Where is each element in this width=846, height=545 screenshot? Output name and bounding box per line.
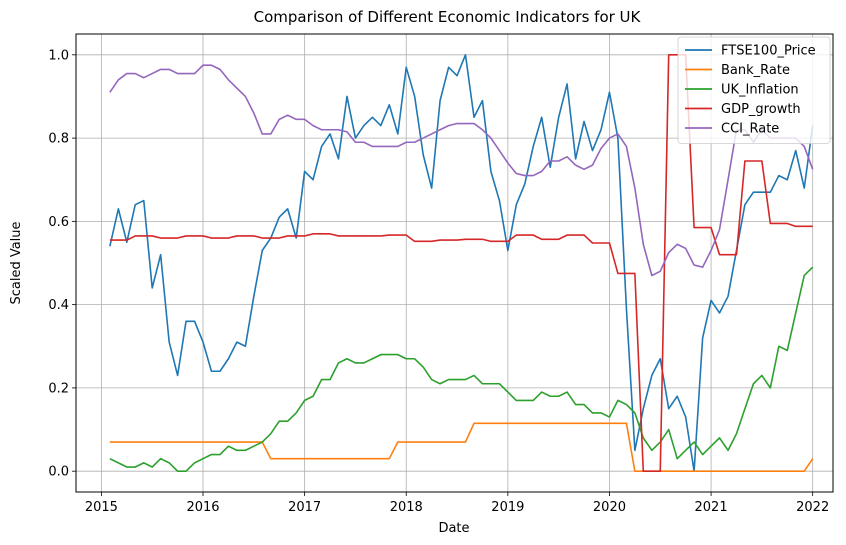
y-tick-label: 0.6 xyxy=(48,215,69,230)
y-axis-label: Scaled Value xyxy=(9,221,24,304)
legend-label: GDP_growth xyxy=(721,102,801,117)
x-tick-label: 2017 xyxy=(288,500,321,515)
y-tick-label: 0.0 xyxy=(48,465,69,480)
series-line-uk-inflation xyxy=(109,266,814,472)
plot-frame xyxy=(75,33,834,493)
axis-ticks: 2015 2016 2017 2018 2019 2020 2021 2022 0.0 0.2 0.… xyxy=(48,48,829,515)
legend-label: FTSE100_Price xyxy=(721,44,816,59)
legend-label: Bank_Rate xyxy=(721,63,790,78)
series-line-cci-rate xyxy=(109,64,814,277)
legend-label: CCI_Rate xyxy=(721,122,779,137)
series-line-ftse100-price xyxy=(109,54,814,472)
x-tick-label: 2021 xyxy=(695,500,728,515)
y-tick-label: 0.4 xyxy=(48,298,69,313)
x-tick-label: 2019 xyxy=(491,500,524,515)
x-tick-label: 2022 xyxy=(796,500,829,515)
x-tick-label: 2020 xyxy=(593,500,626,515)
x-axis-label: Date xyxy=(438,521,469,536)
series-lines xyxy=(109,54,814,472)
x-tick-label: 2016 xyxy=(186,500,219,515)
series-line-bank-rate xyxy=(109,422,814,472)
legend-label: UK_Inflation xyxy=(721,83,799,98)
legend: FTSE100_Price Bank_Rate UK_Inflation GDP_gr… xyxy=(677,36,831,144)
chart-title: Comparison of Different Economic Indicat… xyxy=(254,8,642,26)
y-tick-label: 0.8 xyxy=(48,132,69,147)
series-line-gdp-growth xyxy=(109,54,813,472)
y-tick-label: 1.0 xyxy=(48,48,69,63)
y-tick-label: 0.2 xyxy=(48,381,69,396)
x-tick-label: 2018 xyxy=(390,500,423,515)
legend-box xyxy=(677,36,831,144)
x-tick-label: 2015 xyxy=(85,500,118,515)
